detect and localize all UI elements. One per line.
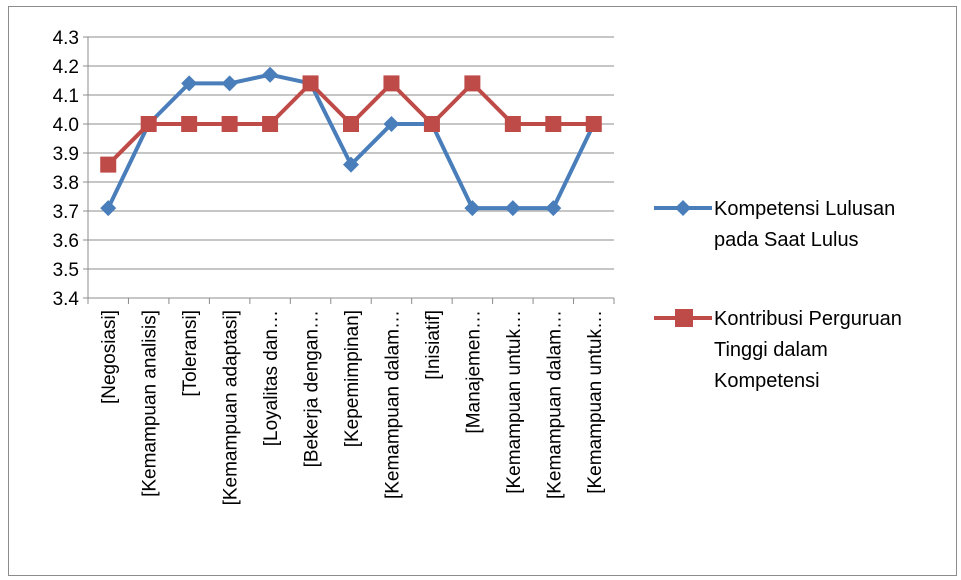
- data-point-diamond: [545, 200, 562, 217]
- x-category-label: [Kepemimpinan]: [342, 310, 363, 447]
- y-tick-label: 3.6: [53, 231, 79, 252]
- legend-marker-diamond: [675, 200, 691, 216]
- data-point-square: [140, 116, 157, 132]
- y-tick-label: 4.2: [53, 57, 79, 78]
- legend-entry-1: Kompetensi Lulusan pada Saat Lulus: [654, 198, 895, 251]
- data-point-square: [383, 75, 400, 92]
- y-tick-labels: 3.4 3.5 3.6 3.7 3.8 3.9 4.0 4.1 4.2 4.3: [53, 28, 80, 310]
- legend-entry-2: Kontribusi Perguruan Tinggi dalam Kompeten…: [654, 308, 902, 392]
- data-point-diamond: [504, 200, 521, 217]
- data-point-square: [585, 116, 602, 132]
- x-category-label: [Kemampuan adaptasi]: [221, 310, 242, 505]
- data-point-square: [423, 116, 440, 132]
- legend-label: Kontribusi Perguruan: [714, 308, 902, 330]
- legend-label: pada Saat Lulus: [714, 229, 859, 251]
- y-tick-label: 3.7: [53, 202, 79, 223]
- gridlines: [88, 36, 614, 270]
- data-point-square: [504, 116, 521, 132]
- data-point-square: [262, 116, 279, 132]
- x-category-label: [Kemampuan untuk…: [504, 310, 525, 494]
- y-tick-label: 3.8: [53, 173, 79, 194]
- data-point-diamond: [221, 75, 238, 92]
- data-point-diamond: [464, 200, 481, 217]
- data-point-diamond: [262, 66, 279, 83]
- x-category-label: [Toleransi]: [180, 310, 201, 397]
- y-tick-label: 3.4: [53, 289, 80, 310]
- series-2: [100, 75, 602, 173]
- legend: Kompetensi Lulusan pada Saat Lulus Kontrib…: [654, 198, 902, 392]
- axes: [83, 36, 615, 304]
- x-category-label: [Manajemen…: [463, 310, 484, 434]
- legend-label: Kompetensi: [714, 370, 820, 392]
- y-tick-label: 4.3: [53, 28, 79, 49]
- data-point-square: [181, 116, 198, 132]
- series-1: [100, 66, 602, 217]
- x-category-label: [Kemampuan dalam…: [382, 310, 403, 499]
- data-point-square: [302, 75, 319, 92]
- x-category-label: [Kemampuan untuk…: [585, 310, 606, 494]
- x-category-label: [Kemampuan analisis]: [140, 310, 161, 497]
- chart-frame: [8, 6, 957, 576]
- data-point-diamond: [181, 75, 198, 92]
- x-category-label: [Negosiasi]: [99, 310, 120, 404]
- legend-label: Tinggi dalam: [714, 339, 828, 361]
- data-point-square: [464, 75, 481, 92]
- x-category-label: [Kemampuan dalam…: [544, 310, 565, 499]
- data-point-square: [221, 116, 238, 132]
- x-category-label: [Loyalitas dan…: [261, 310, 282, 446]
- y-tick-label: 4.0: [53, 115, 79, 136]
- legend-marker-square: [675, 309, 693, 327]
- x-category-label: [Inisiatif]: [423, 310, 444, 380]
- data-point-square: [545, 116, 562, 132]
- x-category-labels: [Negosiasi] [Kemampuan analisis] [Tolerans…: [99, 310, 606, 505]
- data-point-square: [343, 116, 359, 132]
- y-tick-label: 4.1: [53, 86, 79, 107]
- data-point-diamond: [343, 156, 359, 173]
- y-tick-label: 3.5: [53, 260, 79, 281]
- data-series: [100, 66, 602, 217]
- legend-label: Kompetensi Lulusan: [714, 198, 895, 220]
- data-point-square: [100, 156, 117, 173]
- data-point-diamond: [100, 200, 117, 217]
- y-tick-label: 3.9: [53, 144, 79, 165]
- x-category-label: [Bekerja dengan…: [302, 310, 323, 467]
- data-point-diamond: [383, 116, 400, 132]
